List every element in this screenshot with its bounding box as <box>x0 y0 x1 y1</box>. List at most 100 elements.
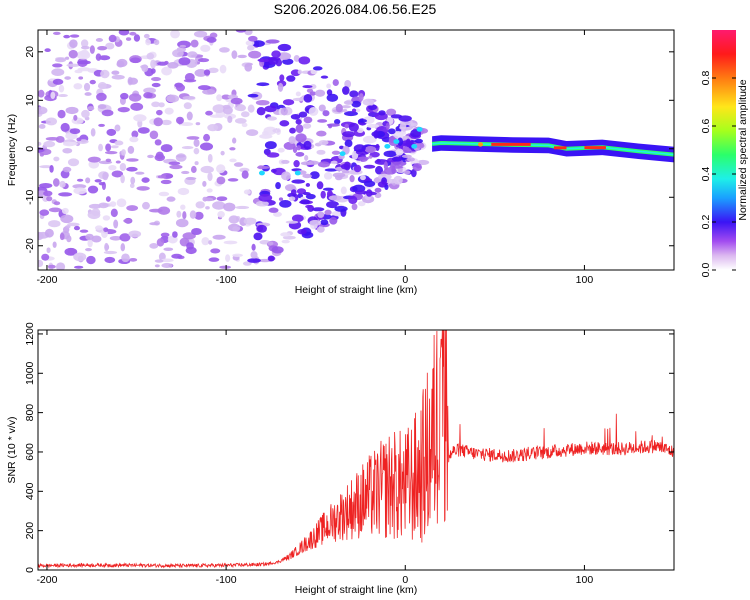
spectrogram-cell <box>184 72 195 82</box>
spectrogram-cell <box>129 183 135 189</box>
spectrogram-cell <box>129 136 139 143</box>
spectrogram-cell <box>231 50 238 59</box>
spectrogram-cell <box>43 190 53 197</box>
spectrogram-cell <box>305 193 316 200</box>
spectrogram-cell <box>87 239 93 248</box>
spectrogram-cell <box>357 118 367 123</box>
spectrogram-cell <box>410 168 417 178</box>
spectrogram-cell <box>280 171 291 181</box>
spectrogram-cell <box>69 128 81 135</box>
spectrogram-cell <box>202 88 216 95</box>
spectrogram-cell <box>247 93 259 98</box>
spectrogram-cell <box>216 94 223 102</box>
snr-xtick-label: 0 <box>402 574 408 586</box>
spectrogram-cell <box>90 128 96 137</box>
spectrogram-cell <box>117 107 130 113</box>
spectrogram-cell <box>222 106 233 115</box>
spectrogram-cell <box>369 151 380 158</box>
spectrogram-cell <box>296 145 301 151</box>
spectrogram-cell <box>95 53 102 61</box>
colorbar-gradient <box>712 30 736 270</box>
spectrogram-cell <box>273 211 282 217</box>
spectrogram-cell <box>311 207 325 212</box>
spectrogram-cell <box>275 127 281 136</box>
spectrogram-cell <box>189 210 197 219</box>
spectrogram-cell <box>300 161 314 166</box>
spectrogram-cell <box>128 230 142 238</box>
spectrogram-cell <box>51 68 65 76</box>
colorbar-tick-label: 0.4 <box>700 167 712 182</box>
colorbar: 0.0 0.2 0.4 0.6 0.8 Normalized spectral ampl… <box>700 30 749 277</box>
spectrogram-cell <box>55 57 66 63</box>
spectrogram-cell <box>212 234 226 240</box>
spectrogram-cell <box>38 259 44 268</box>
spectrogram-cell <box>170 30 180 39</box>
spectrogram-cell <box>209 114 223 118</box>
spectrogram-cell <box>344 79 352 89</box>
spectrogram-cell <box>133 34 141 42</box>
spectrogram-cell <box>91 208 101 216</box>
spectrogram-cell <box>320 190 326 199</box>
spectrogram-cell <box>115 160 121 164</box>
spectrogram-cell <box>121 149 126 156</box>
spectrogram-cell <box>121 253 130 263</box>
spectrogram-cell <box>104 242 109 252</box>
spectrogram-cell <box>74 69 83 74</box>
spectrogram-cell <box>243 189 251 195</box>
spectrogram-cell <box>160 258 174 263</box>
spectrogram-cell <box>285 220 299 224</box>
spectrogram-cell <box>98 123 105 127</box>
spectrogram-cell <box>97 46 108 51</box>
spectrogram-cell <box>230 97 243 105</box>
spectrogram-cell <box>127 145 135 154</box>
spectrogram-ylabel: Frequency (Hz) <box>6 114 18 186</box>
spectrogram-cell <box>216 176 226 185</box>
spectrogram-cell <box>77 60 91 65</box>
spectrogram-cell <box>302 191 311 196</box>
spectrogram-cell <box>58 94 68 98</box>
spectrogram-cell <box>316 130 327 137</box>
spectrogram-cell <box>316 226 325 233</box>
spectrogram-cell <box>179 44 187 48</box>
spectrogram-cell <box>324 209 332 216</box>
spectrogram-cell <box>412 163 423 172</box>
spectrogram-cell <box>45 137 60 141</box>
spectrogram-cell <box>164 107 174 115</box>
spectrogram-cell <box>297 228 307 235</box>
spectrogram-cell <box>208 67 219 73</box>
spectrogram-cell <box>78 76 84 80</box>
spectrogram-cell <box>209 32 218 39</box>
spectrogram-cell <box>101 109 114 117</box>
spectrogram-cell <box>266 152 280 158</box>
spectrogram-cell <box>277 147 285 153</box>
spectrogram-band-inner <box>432 142 674 156</box>
spectrogram-cell <box>156 238 165 247</box>
spectrogram-cell <box>66 235 72 243</box>
spectrogram-band-peak <box>478 142 484 147</box>
spectrogram-cell <box>243 217 257 225</box>
spectrogram-cell <box>131 130 139 139</box>
spectrogram-cell <box>89 79 96 85</box>
spectrogram-cell <box>312 66 323 71</box>
spectrogram-cell <box>212 201 226 210</box>
spectrogram-cell <box>212 104 226 114</box>
spectrogram-hotspot <box>294 170 301 176</box>
spectrogram-cell <box>308 107 319 116</box>
spectrogram-cell <box>391 156 403 162</box>
spectrogram-cell <box>141 64 149 72</box>
spectrogram-cell <box>264 105 277 113</box>
spectrogram-cell <box>102 171 109 181</box>
spectrogram-cell <box>126 158 139 162</box>
spectrogram-xtick-label: -100 <box>216 274 237 286</box>
spectrogram-cell <box>168 161 181 166</box>
spectrogram-cell <box>106 128 117 136</box>
spectrogram-cell <box>279 200 292 208</box>
spectrogram-cell <box>88 203 102 209</box>
spectrogram-cell <box>52 78 64 85</box>
spectrogram-cell <box>191 228 202 236</box>
spectrogram-cell <box>149 208 163 213</box>
spectrogram-cell <box>326 83 332 89</box>
spectrogram-cell <box>118 30 130 36</box>
spectrogram-cell <box>160 144 173 153</box>
